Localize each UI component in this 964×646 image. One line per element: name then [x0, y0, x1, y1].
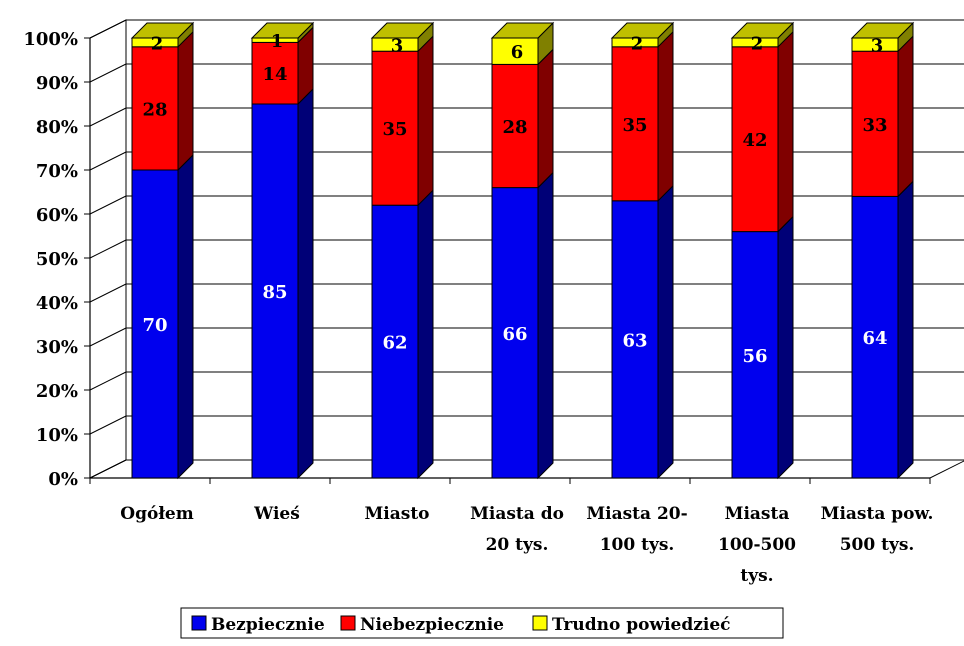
bar-bezpiecznie — [251, 103, 299, 479]
data-label: 2 — [751, 33, 764, 54]
bar-top — [490, 22, 555, 39]
bar-bezpiecznie — [611, 200, 659, 479]
bar-top — [730, 22, 795, 39]
bar-niebezpiecznie — [611, 46, 659, 202]
data-label: 2 — [151, 33, 164, 54]
bar-top — [130, 22, 195, 39]
category-label: Miasta do — [470, 504, 564, 524]
bar-top — [250, 22, 315, 39]
bar-niebezpiecznie — [251, 41, 299, 105]
bar-niebezpiecznie — [731, 46, 779, 233]
bar-side — [897, 34, 914, 198]
bar-side — [297, 87, 314, 480]
y-tick-label: 0% — [48, 469, 78, 490]
gridline-diag — [89, 327, 127, 347]
data-label: 85 — [262, 282, 287, 303]
bar-side — [537, 48, 554, 189]
data-label: 63 — [622, 330, 647, 351]
legend-label: Bezpiecznie — [211, 615, 325, 635]
category-label: Miasta 20- — [586, 504, 687, 524]
bar-bezpiecznie — [731, 231, 779, 479]
data-label: 1 — [271, 31, 284, 52]
data-label: 28 — [142, 99, 167, 120]
category-label: 100-500 — [718, 535, 796, 555]
data-label: 33 — [862, 115, 887, 136]
y-tick-label: 10% — [36, 425, 78, 446]
bar-side — [417, 188, 434, 480]
data-label: 6 — [511, 42, 524, 63]
bar-niebezpiecznie — [851, 50, 899, 197]
y-tick-label: 60% — [36, 205, 78, 226]
gridline-diag — [89, 63, 127, 83]
bar-niebezpiecznie — [131, 46, 179, 171]
gridline-diag — [89, 239, 127, 259]
bar-top — [850, 22, 915, 39]
data-label: 3 — [391, 36, 404, 57]
y-tick-label: 80% — [36, 117, 78, 138]
bar-bezpiecznie — [371, 204, 419, 479]
y-tick-label: 30% — [36, 337, 78, 358]
data-label: 42 — [742, 130, 767, 151]
bar-bezpiecznie — [131, 169, 179, 479]
bar-top — [610, 22, 675, 39]
category-label: Miasto — [364, 504, 429, 524]
category-label: 20 tys. — [486, 535, 549, 555]
bar-side — [777, 215, 794, 480]
gridline-diag — [89, 151, 127, 171]
category-label: Miasta — [725, 504, 790, 524]
bar-side — [417, 34, 434, 207]
y-tick-label: 20% — [36, 381, 78, 402]
y-tick-label: 100% — [23, 29, 78, 50]
gridline-diag — [89, 371, 127, 391]
gridline-diag — [89, 415, 127, 435]
bar-top — [370, 22, 435, 39]
data-label: 70 — [142, 315, 167, 336]
bar-side — [657, 30, 674, 203]
data-label: 28 — [502, 117, 527, 138]
legend-label: Niebezpiecznie — [360, 615, 504, 635]
bar-side — [897, 180, 914, 480]
bar-side — [177, 30, 194, 172]
legend-label: Trudno powiedzieć — [552, 615, 731, 635]
data-label: 66 — [502, 324, 527, 345]
bar-side — [177, 153, 194, 480]
bar-niebezpiecznie — [491, 63, 539, 189]
data-label: 56 — [742, 346, 767, 367]
bar-side — [657, 184, 674, 480]
data-label: 35 — [622, 115, 647, 136]
y-tick-label: 90% — [36, 73, 78, 94]
data-label: 35 — [382, 119, 407, 140]
data-label: 64 — [862, 328, 887, 349]
gridline-diag — [89, 19, 127, 39]
y-tick-label: 40% — [36, 293, 78, 314]
data-label: 14 — [262, 64, 287, 85]
legend-box — [180, 607, 784, 639]
y-tick-label: 70% — [36, 161, 78, 182]
data-label: 62 — [382, 333, 407, 354]
category-label: Ogółem — [120, 504, 193, 524]
bar-side — [777, 30, 794, 233]
data-label: 2 — [631, 33, 644, 54]
gridline-diag — [89, 283, 127, 303]
bar-side — [537, 171, 554, 480]
category-label: Miasta pow. — [821, 504, 934, 524]
category-label: tys. — [740, 566, 773, 586]
legend-swatch — [340, 615, 356, 631]
category-label: 100 tys. — [600, 535, 675, 555]
legend-swatch — [191, 615, 207, 631]
y-tick-label: 50% — [36, 249, 78, 270]
category-label: 500 tys. — [840, 535, 915, 555]
gridline-diag — [89, 195, 127, 215]
legend-swatch — [532, 615, 548, 631]
gridline-diag — [89, 459, 127, 479]
category-label: Wieś — [253, 504, 300, 524]
gridline-diag — [89, 107, 127, 127]
data-label: 3 — [871, 36, 884, 57]
bar-bezpiecznie — [851, 195, 899, 479]
bar-niebezpiecznie — [371, 50, 419, 206]
